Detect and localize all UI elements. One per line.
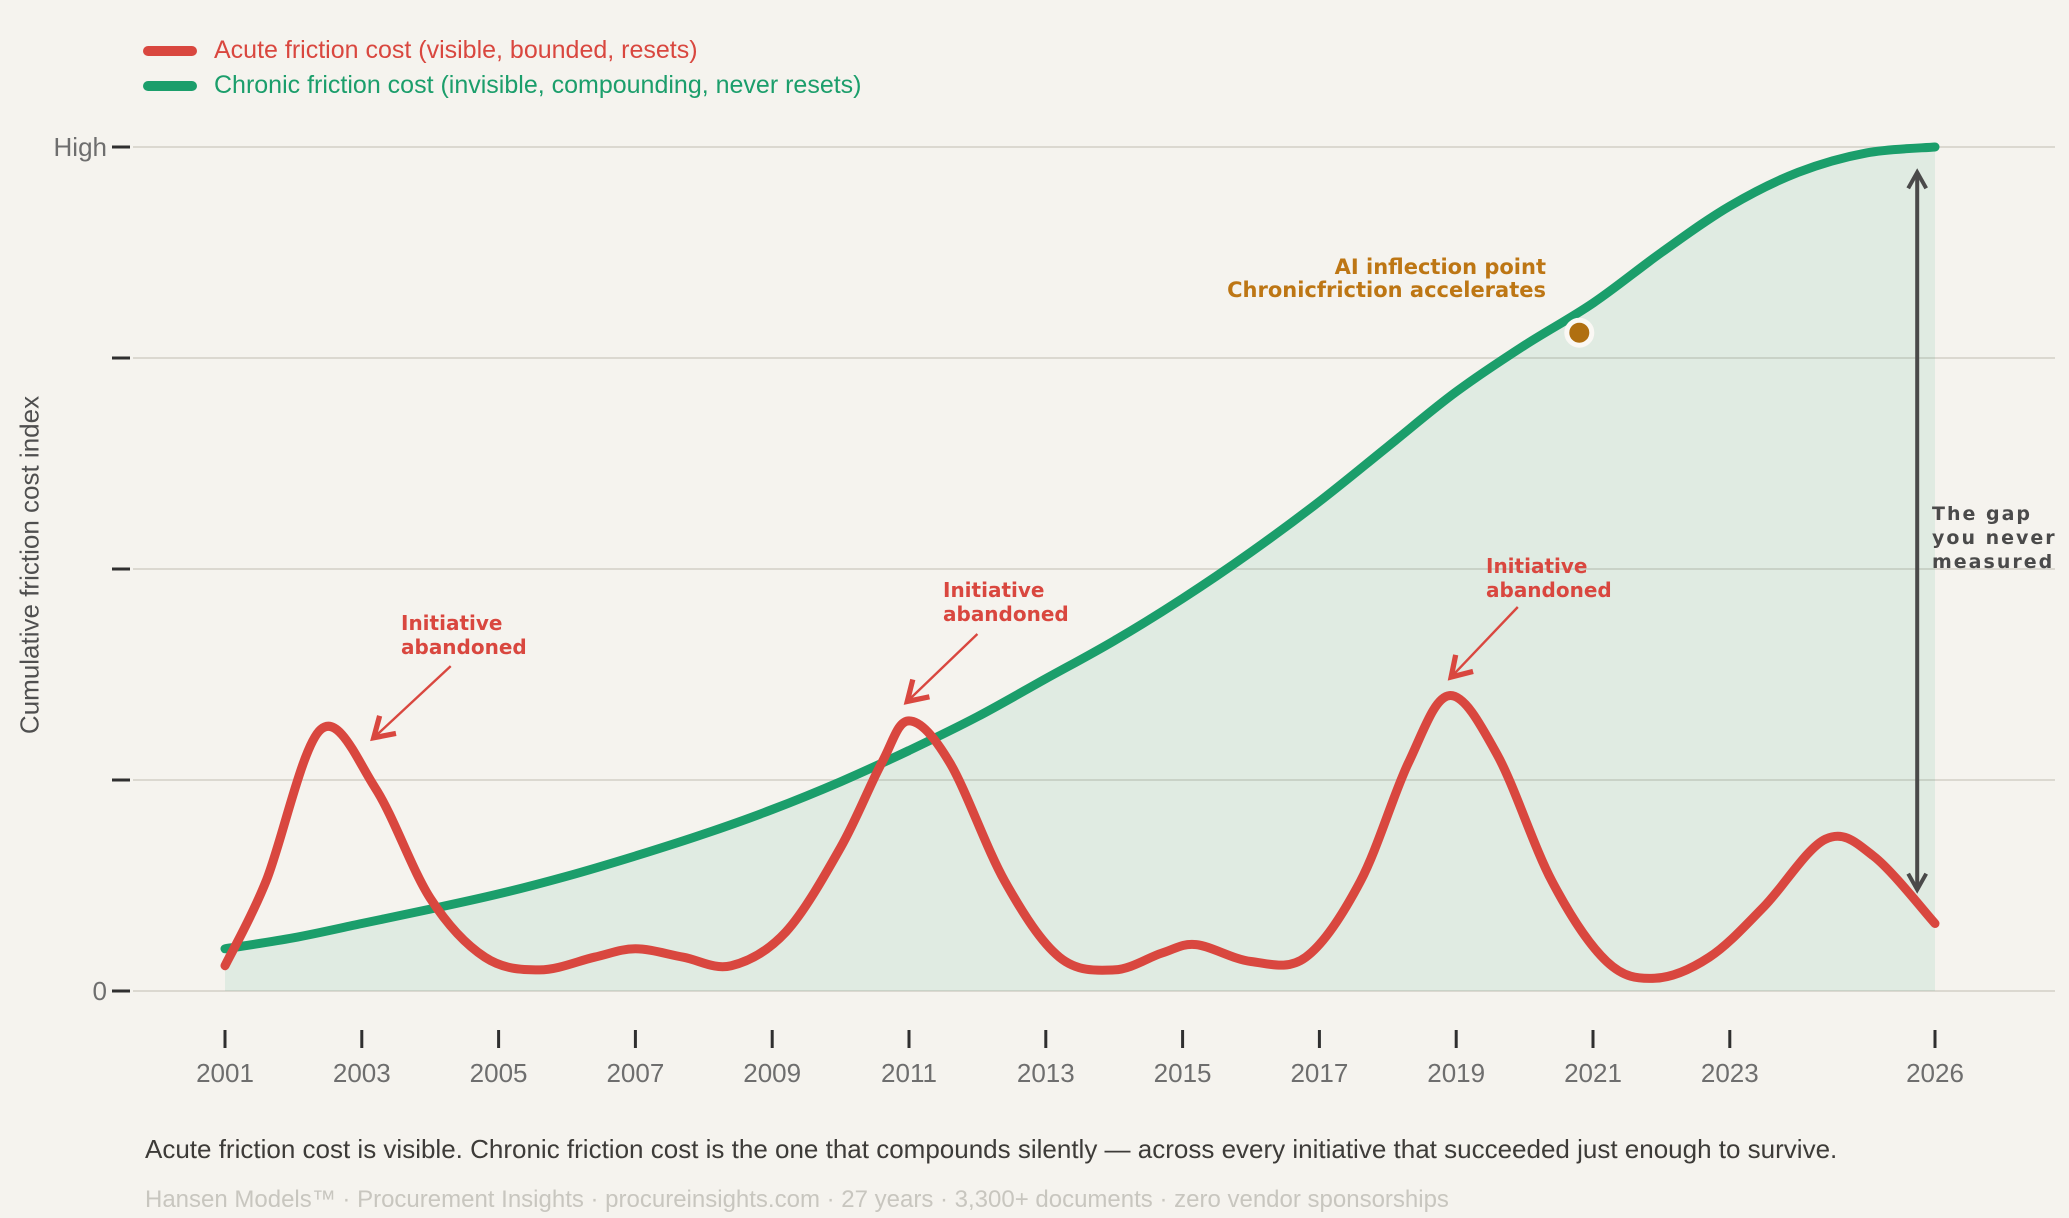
x-tick-label: 2017 [1290,1058,1349,1088]
acute-friction-curve [220,691,1940,983]
y-axis-title: Cumulative friction cost index [14,395,45,735]
x-tick-label: 2005 [469,1058,528,1088]
x-tick-label: 2011 [881,1058,937,1088]
x-tick-label: 2015 [1153,1058,1212,1088]
chart-footer: Hansen Models™ · Procurement Insights · … [145,1186,1449,1213]
annotation-initiative-abandoned-2: Initiative abandoned [943,578,1069,626]
x-tick-label: 2009 [743,1058,802,1088]
ai-inflection-dot [1564,317,1595,348]
legend-item-acute: Acute friction cost (visible, bounded, r… [143,33,862,68]
annotation-initiative-abandoned-1: Initiative abandoned [401,611,527,659]
chart-caption: Acute friction cost is visible. Chronic … [145,1134,1838,1164]
annotation-initiative-abandoned-3: Initiative abandoned [1486,554,1612,602]
annotation-ai-inflection: AI inflection point Chronicfriction acce… [1227,255,1546,302]
x-tick-label: 2023 [1700,1058,1759,1088]
x-tick-label: 2019 [1427,1058,1486,1088]
legend-item-chronic: Chronic friction cost (invisible, compou… [143,68,862,103]
acute-line-swatch-icon [143,45,197,56]
curves [220,142,1940,983]
x-tick-label: 2026 [1906,1058,1964,1088]
x-tick-label: 2001 [196,1058,254,1088]
x-tick-label: 2013 [1016,1058,1075,1088]
x-tick-label: 2003 [332,1058,391,1088]
legend-label-acute: Acute friction cost (visible, bounded, r… [214,36,698,64]
axis-ticks [112,145,1937,1048]
x-tick-label: 2007 [606,1058,665,1088]
chronic-line-swatch-icon [143,80,197,91]
annotation-arrows [370,168,1928,894]
chronic-friction-curve [220,142,1940,954]
gridlines [133,146,2055,992]
y-tick-label-high: High [53,132,107,162]
annotation-gap-never-measured: The gap you never measured [1932,503,2057,573]
legend: Acute friction cost (visible, bounded, r… [143,33,862,103]
x-tick-label: 2021 [1564,1058,1622,1088]
legend-label-chronic: Chronic friction cost (invisible, compou… [214,71,862,99]
y-tick-label-zero: 0 [92,976,107,1006]
